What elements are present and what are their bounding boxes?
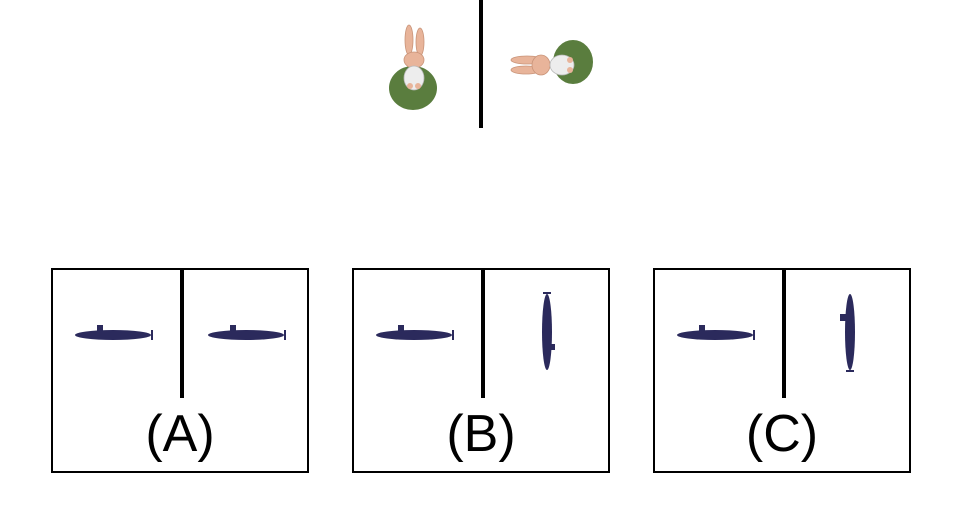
option-a-label: (A): [145, 405, 215, 463]
option-b-divider: [481, 270, 485, 398]
option-c-divider: [782, 270, 786, 398]
reference-example: [380, 0, 610, 130]
submarine-horizontal-icon: [677, 325, 755, 340]
reference-figure: [389, 0, 593, 128]
submarine-horizontal-icon: [208, 325, 286, 340]
option-b-label: (B): [446, 405, 516, 463]
option-c-label: (C): [745, 405, 819, 463]
submarine-vertical-tower-right-icon: [542, 292, 555, 370]
reference-divider: [479, 0, 483, 128]
rabbit-upright-icon: [389, 24, 437, 110]
submarine-vertical-tower-left-icon: [840, 294, 855, 372]
option-c-panel[interactable]: (C): [653, 268, 911, 473]
submarine-horizontal-icon: [75, 325, 153, 340]
option-a-divider: [180, 270, 184, 398]
rabbit-rotated-icon: [510, 40, 593, 84]
submarine-horizontal-icon: [376, 325, 454, 340]
option-a-panel[interactable]: (A): [51, 268, 309, 473]
option-b-panel[interactable]: (B): [352, 268, 610, 473]
